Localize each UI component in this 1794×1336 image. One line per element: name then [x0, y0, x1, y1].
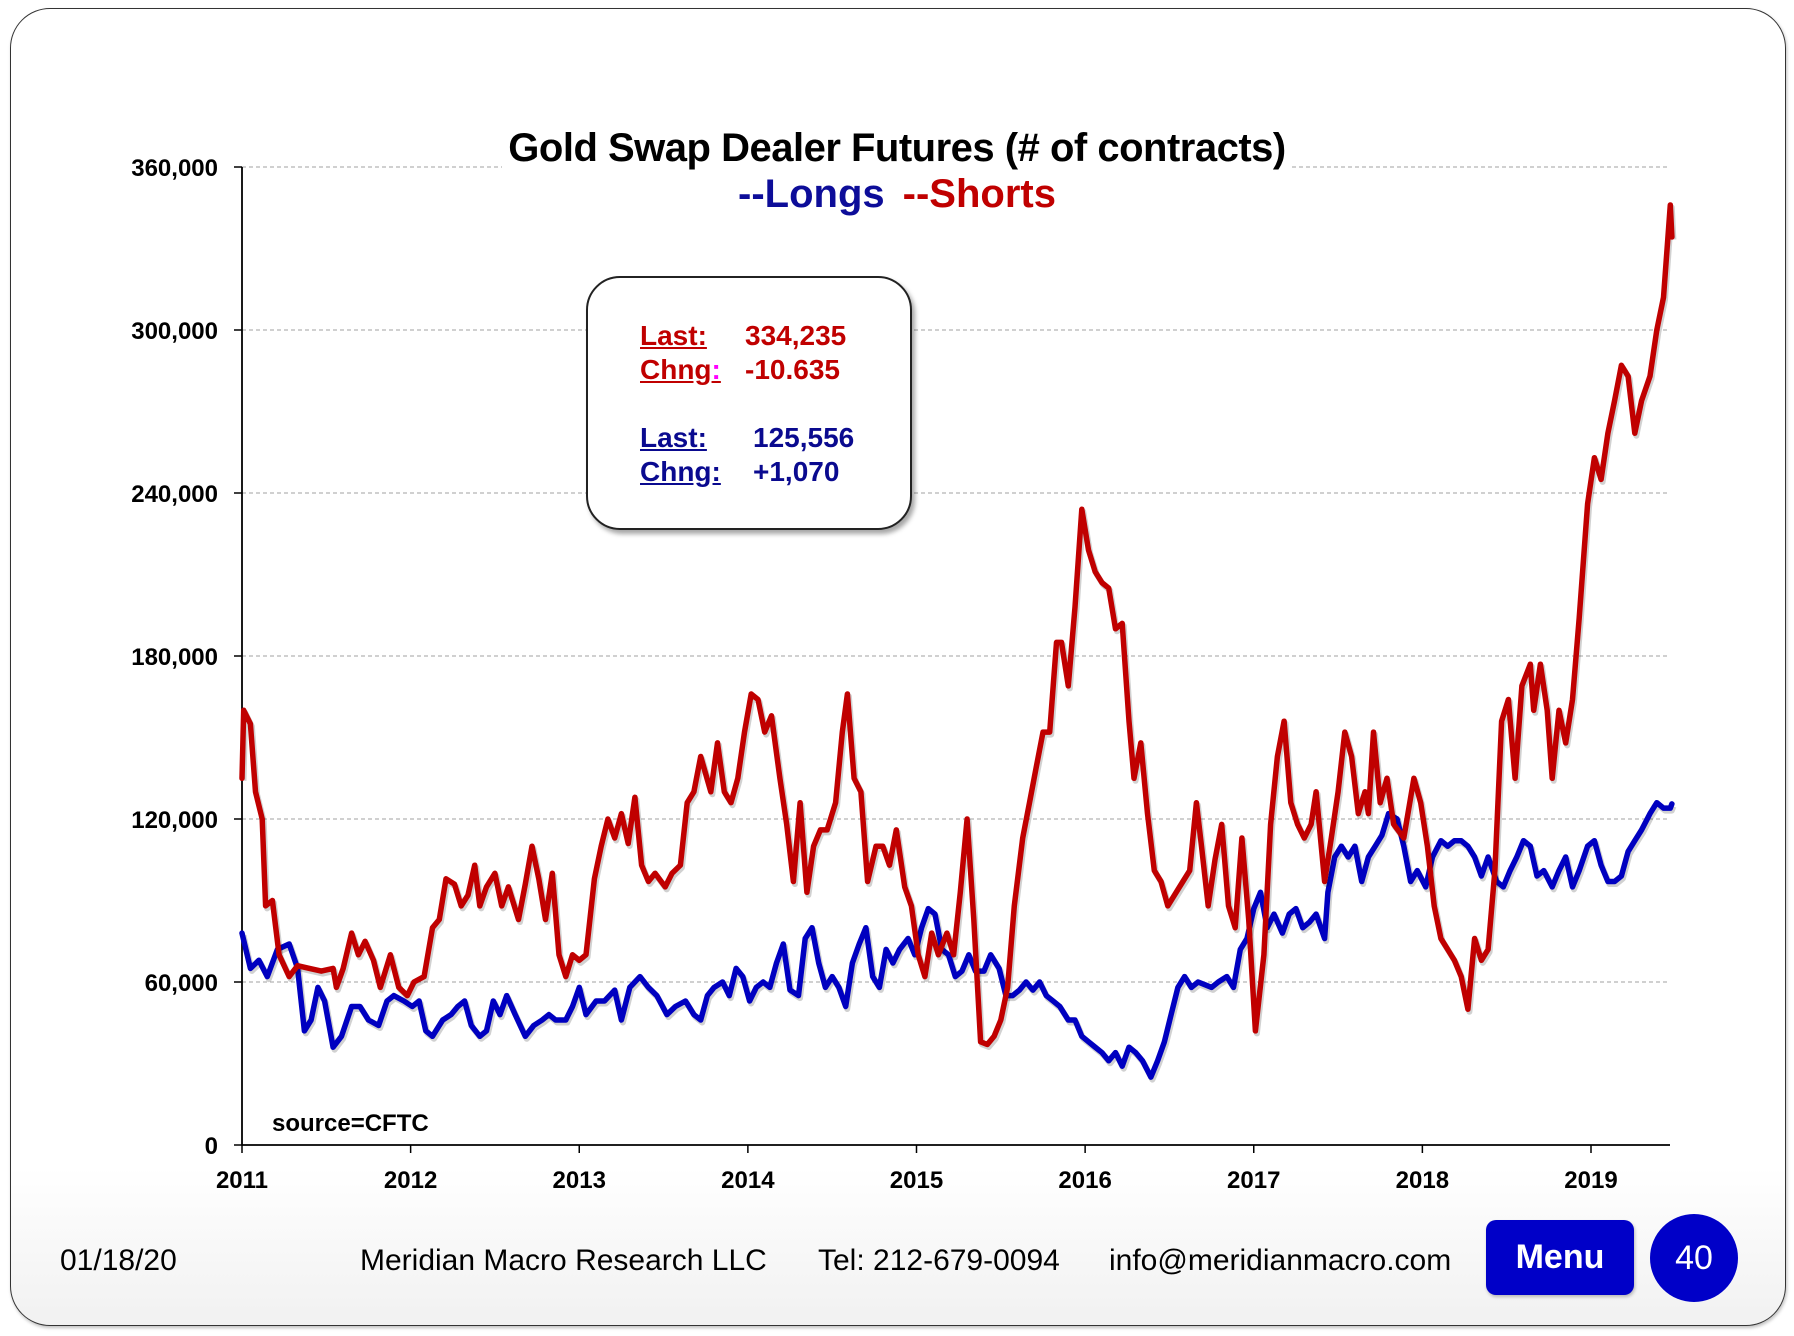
y-tick-label: 180,000	[131, 644, 218, 671]
legend-shorts: --Shorts	[902, 172, 1056, 216]
page-number-badge[interactable]: 40	[1650, 1214, 1738, 1302]
shorts-change-row: Chng: -10.635	[640, 354, 840, 386]
footer-email[interactable]: info@meridianmacro.com	[1109, 1244, 1452, 1277]
y-tick-label: 120,000	[131, 807, 218, 834]
x-tick-label: 2019	[1564, 1167, 1617, 1194]
longs-change-label: Chng:	[640, 456, 721, 487]
shorts-last-label: Last:	[640, 320, 707, 351]
footer-tel: Tel: 212-679-0094	[818, 1244, 1060, 1277]
longs-last-row: Last: 125,556	[640, 422, 854, 454]
source-annotation: source=CFTC	[272, 1110, 429, 1137]
longs-last-value: 125,556	[753, 422, 855, 453]
y-tick-labels: 0 60,000 120,000 180,000 240,000 300,000 360,0…	[131, 155, 218, 1160]
x-tick-label: 2015	[890, 1167, 943, 1194]
x-tick-label: 2014	[721, 1167, 775, 1194]
y-tick-label: 60,000	[145, 970, 218, 997]
shorts-last-row: Last: 334,235	[640, 320, 846, 352]
gridlines	[242, 166, 1670, 983]
x-tick-label: 2018	[1396, 1167, 1449, 1194]
chart-legend: --Longs --Shorts	[0, 172, 1794, 217]
longs-change-row: Chng: +1,070	[640, 456, 839, 488]
x-tick-label: 2013	[553, 1167, 606, 1194]
y-tick-label: 360,000	[131, 155, 218, 182]
series-lines	[239, 202, 1677, 1083]
footer-company: Meridian Macro Research LLC	[360, 1244, 767, 1277]
x-tick-label: 2016	[1058, 1167, 1111, 1194]
shorts-change-label: Chng:	[640, 354, 721, 385]
series-line-longs	[239, 799, 1675, 1080]
y-tick-label: 300,000	[131, 318, 218, 345]
shorts-change-value: -10.635	[745, 354, 840, 385]
axes	[234, 166, 1670, 1153]
x-tick-label: 2017	[1227, 1167, 1280, 1194]
longs-change-value: +1,070	[753, 456, 840, 487]
x-tick-label: 2011	[216, 1167, 268, 1194]
shorts-last-value: 334,235	[745, 320, 847, 351]
legend-longs: --Longs	[738, 172, 885, 216]
y-tick-label: 0	[205, 1133, 218, 1160]
x-tick-labels: 2011 2012 2013 2014 2015 2016 2017 2018 2019	[216, 1167, 1618, 1194]
menu-button[interactable]: Menu	[1486, 1220, 1634, 1295]
latest-values-box: Last: 334,235 Chng: -10.635 Last: 125,556 C…	[586, 276, 912, 530]
y-tick-label: 240,000	[131, 481, 218, 508]
chart-title: Gold Swap Dealer Futures (# of contracts…	[0, 126, 1794, 171]
slide-frame	[10, 8, 1786, 1326]
longs-last-label: Last:	[640, 422, 707, 453]
x-tick-label: 2012	[384, 1167, 437, 1194]
footer-date: 01/18/20	[60, 1244, 177, 1277]
series-line-shorts	[239, 202, 1675, 1048]
